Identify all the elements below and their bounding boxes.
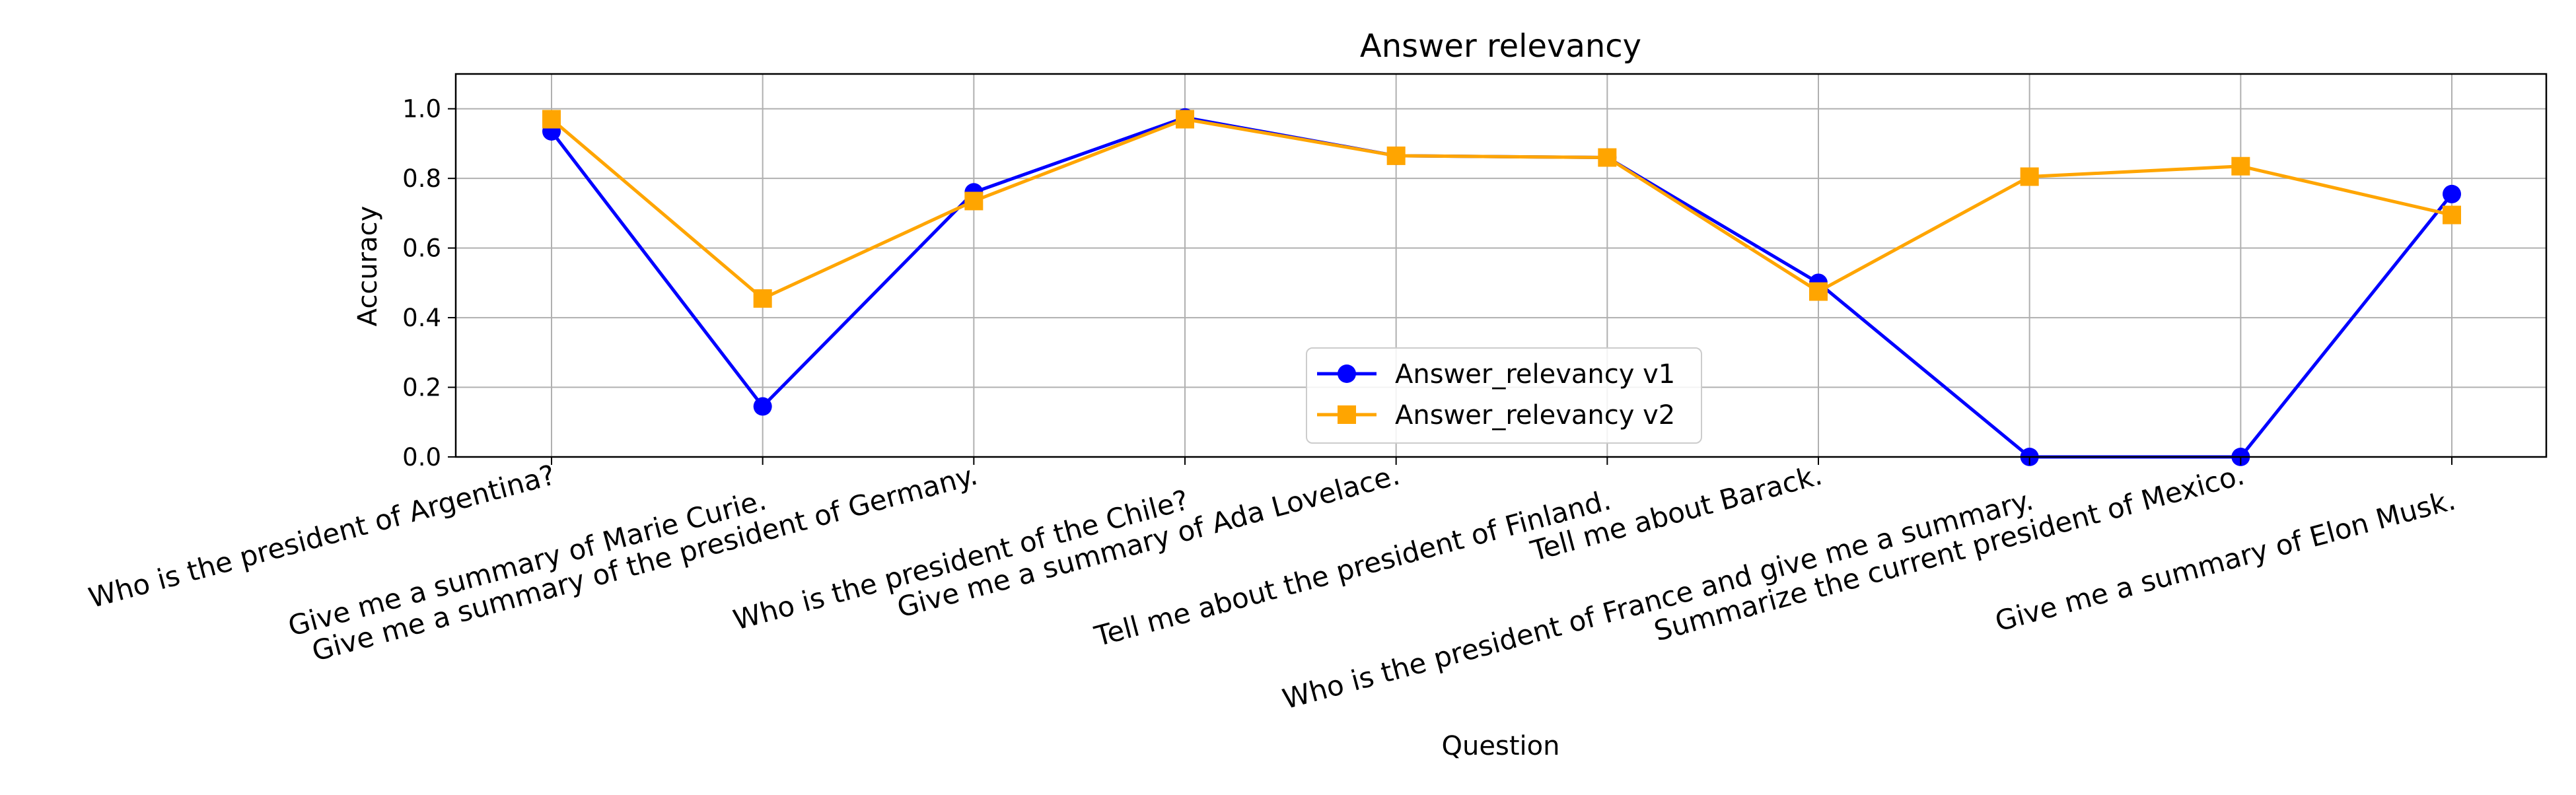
y-tick-label: 0.6 bbox=[402, 234, 441, 263]
data-point bbox=[753, 289, 772, 308]
data-point bbox=[542, 110, 561, 129]
y-tick-label: 0.2 bbox=[402, 374, 441, 402]
data-point bbox=[1176, 110, 1194, 129]
series-line bbox=[550, 118, 2452, 300]
data-point bbox=[964, 191, 984, 211]
x-tick-label: Give me a summary of the president of Ge… bbox=[308, 458, 981, 668]
data-point bbox=[753, 397, 772, 416]
data-point bbox=[2443, 184, 2461, 203]
legend-marker bbox=[1338, 364, 1356, 383]
legend-label: Answer_relevancy v1 bbox=[1395, 359, 1675, 390]
data-point bbox=[1809, 282, 1828, 301]
legend-item: Answer_relevancy v1 bbox=[1317, 359, 1675, 390]
plot-frame bbox=[454, 73, 2548, 458]
data-point bbox=[2020, 167, 2039, 186]
y-axis-title: Accuracy bbox=[353, 206, 383, 327]
data-point bbox=[2443, 205, 2461, 225]
data-point bbox=[1386, 146, 1406, 165]
chart-title: Answer relevancy bbox=[1360, 28, 1641, 65]
legend: Answer_relevancy v1 Answer_relevancy v2 bbox=[1306, 347, 1702, 444]
legend-label: Answer_relevancy v2 bbox=[1395, 400, 1675, 431]
legend-box bbox=[1306, 347, 1702, 444]
series-2 bbox=[542, 110, 2461, 308]
legend-marker bbox=[1338, 405, 1356, 424]
grid bbox=[456, 74, 2546, 458]
x-axis-ticks: Who is the president of Argentina?Give m… bbox=[85, 457, 2459, 716]
data-point bbox=[2231, 156, 2250, 176]
y-tick-label: 1.0 bbox=[402, 95, 441, 123]
y-tick-label: 0.0 bbox=[402, 443, 441, 471]
y-tick-label: 0.8 bbox=[402, 164, 441, 193]
y-axis-ticks: 0.0 0.2 0.4 0.6 0.8 1.0 bbox=[402, 95, 456, 471]
legend-item: Answer_relevancy v2 bbox=[1317, 400, 1675, 431]
y-tick-label: 0.4 bbox=[402, 304, 441, 332]
x-axis-title: Question bbox=[1442, 731, 1560, 761]
data-point bbox=[1598, 148, 1617, 167]
